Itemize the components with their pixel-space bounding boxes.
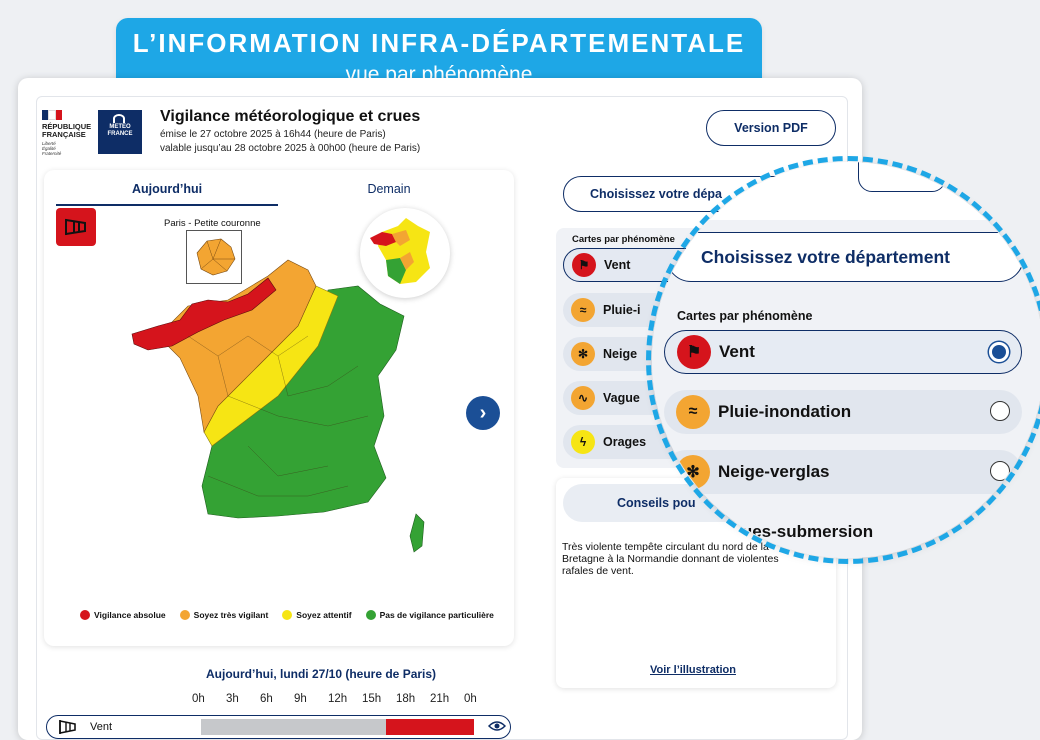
phenomena-title: Cartes par phénomène <box>572 234 675 245</box>
rain-flood-icon: ≈ <box>571 298 595 322</box>
emitted-date: émise le 27 octobre 2025 à 16h44 (heure … <box>160 129 386 140</box>
tab-today[interactable]: Aujourd’hui <box>56 182 278 206</box>
paris-inset-map[interactable] <box>186 230 242 284</box>
map-legend: Vigilance absolue Soyez très vigilant So… <box>80 610 494 620</box>
flag-icon <box>42 110 62 120</box>
banner-title: L’INFORMATION INFRA-DÉPARTEMENTALE <box>132 28 746 58</box>
next-day-button[interactable]: › <box>466 396 500 430</box>
legend-dot-yellow <box>282 610 293 620</box>
tab-tomorrow[interactable]: Demain <box>367 182 411 196</box>
timeline-row-label: Vent <box>90 721 113 733</box>
meteo-france-icon <box>113 114 125 123</box>
pdf-version-button[interactable]: Version PDF <box>706 110 836 146</box>
inset-label: Paris - Petite couronne <box>164 218 261 229</box>
valid-until-date: valable jusqu’au 28 octobre 2025 à 00h00… <box>160 143 421 154</box>
lightning-icon: ϟ <box>571 430 595 454</box>
republic-motto: Liberté Égalité Fraternité <box>42 141 62 156</box>
wind-icon <box>59 720 76 734</box>
legend-dot-orange <box>179 610 190 620</box>
eye-icon[interactable] <box>488 719 506 733</box>
view-illustration-link[interactable]: Voir l’illustration <box>650 664 736 676</box>
legend-item: Pas de vigilance particulière <box>365 610 494 620</box>
meteo-france-logo: METEO FRANCE <box>98 110 142 154</box>
legend-item: Soyez attentif <box>282 610 352 620</box>
timeline-title: Aujourd’hui, lundi 27/10 (heure de Paris… <box>206 667 437 681</box>
chevron-right-icon: › <box>479 401 487 424</box>
legend-item: Soyez très vigilant <box>179 610 268 620</box>
wave-icon: ∿ <box>571 386 595 410</box>
timeline-segment-none <box>201 719 386 735</box>
tomorrow-mini-map[interactable] <box>360 208 450 298</box>
republique-francaise-logo: RÉPUBLIQUE FRANÇAISE Liberté Égalité Fra… <box>42 110 94 158</box>
wind-icon: ⚑ <box>572 253 596 277</box>
snow-ice-icon: ✻ <box>571 342 595 366</box>
republic-name: RÉPUBLIQUE FRANÇAISE <box>42 122 92 139</box>
page-title: Vigilance météorologique et crues <box>160 108 421 125</box>
legend-item: Vigilance absolue <box>80 610 166 620</box>
wind-alert-tile <box>56 208 96 246</box>
magnifier-ring <box>646 156 1040 564</box>
wind-icon <box>65 218 86 236</box>
legend-dot-red <box>80 610 90 620</box>
timeline-hours: 0h 3h 6h 9h 12h 15h 18h 21h 0h <box>192 693 477 705</box>
legend-dot-green <box>365 610 376 620</box>
france-vigilance-map[interactable] <box>128 246 428 566</box>
timeline-segment-red <box>386 719 474 735</box>
